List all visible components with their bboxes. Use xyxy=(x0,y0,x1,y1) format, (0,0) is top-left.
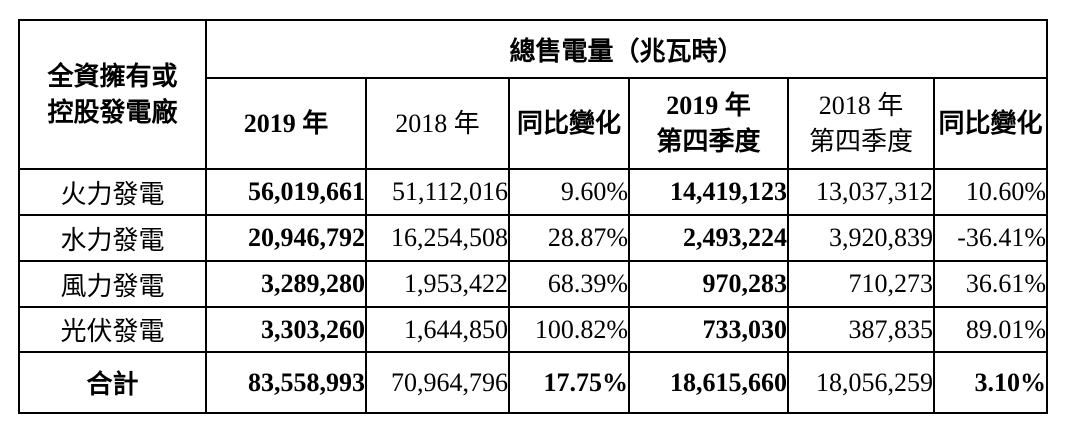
value-2018-q4: 13,037,312 xyxy=(787,168,935,216)
row-label: 火力發電 xyxy=(18,168,207,216)
corner-header: 全資擁有或 控股發電廠 xyxy=(18,19,207,170)
col-header-2018: 2018 年 xyxy=(365,77,510,170)
total-label: 合計 xyxy=(18,351,207,414)
value-2019-q4: 2,493,224 xyxy=(628,214,789,262)
value-2018: 51,112,016 xyxy=(365,168,510,216)
total-yoy: 17.75% xyxy=(508,351,630,414)
value-q4-yoy: 36.61% xyxy=(932,260,1049,308)
value-2018: 16,254,508 xyxy=(365,214,510,262)
corner-header-line2: 控股發電廠 xyxy=(47,97,178,127)
table-row-hydro: 水力發電 20,946,792 16,254,508 28.87% 2,493,… xyxy=(18,214,1049,262)
value-yoy: 68.39% xyxy=(508,260,630,308)
group-header-total-sales: 總售電量（兆瓦時） xyxy=(204,19,1049,79)
total-2019: 83,558,993 xyxy=(205,351,367,414)
table-row-solar: 光伏發電 3,303,260 1,644,850 100.82% 733,030… xyxy=(18,306,1049,353)
corner-header-line1: 全資擁有或 xyxy=(47,62,178,92)
col-header-2019-q4: 2019 年 第四季度 xyxy=(628,77,789,170)
total-2018-q4: 18,056,259 xyxy=(787,351,935,414)
value-2018: 1,953,422 xyxy=(365,260,510,308)
table-row-thermal: 火力發電 56,019,661 51,112,016 9.60% 14,419,… xyxy=(18,168,1049,216)
header-row-columns: 2019 年 2018 年 同比變化 2019 年 第四季度 2018 年 第四… xyxy=(19,77,1049,170)
value-q4-yoy: 89.01% xyxy=(932,306,1049,353)
value-2018: 1,644,850 xyxy=(365,306,510,353)
col-header-2019: 2019 年 xyxy=(205,77,367,170)
col-header-2018-q4-line2: 第四季度 xyxy=(808,126,913,156)
total-2019-q4: 18,615,660 xyxy=(628,351,789,414)
value-2019-q4: 14,419,123 xyxy=(628,168,789,216)
value-yoy: 28.87% xyxy=(508,214,630,262)
value-q4-yoy: -36.41% xyxy=(932,214,1049,262)
col-header-yoy-change: 同比變化 xyxy=(508,77,630,170)
value-2019: 56,019,661 xyxy=(205,168,367,216)
table-row-total: 合計 83,558,993 70,964,796 17.75% 18,615,6… xyxy=(18,351,1049,414)
row-label: 風力發電 xyxy=(18,260,207,308)
value-2018-q4: 3,920,839 xyxy=(787,214,935,262)
value-yoy: 9.60% xyxy=(508,168,630,216)
value-2019-q4: 970,283 xyxy=(628,260,789,308)
col-header-2019-q4-line1: 2019 年 xyxy=(666,91,751,121)
value-2019: 3,289,280 xyxy=(205,260,367,308)
total-q4-yoy: 3.10% xyxy=(932,351,1049,414)
col-header-2018-q4: 2018 年 第四季度 xyxy=(787,77,935,170)
row-label: 光伏發電 xyxy=(18,306,207,353)
col-header-q4-yoy-change: 同比變化 xyxy=(932,77,1049,170)
value-2018-q4: 387,835 xyxy=(787,306,935,353)
electricity-sales-table: 全資擁有或 控股發電廠 總售電量（兆瓦時） 2019 年 2018 年 同比變化… xyxy=(18,19,1049,414)
col-header-2018-q4-line1: 2018 年 xyxy=(818,91,904,121)
value-2019: 3,303,260 xyxy=(205,306,367,353)
value-q4-yoy: 10.60% xyxy=(932,168,1049,216)
value-2018-q4: 710,273 xyxy=(787,260,935,308)
total-2018: 70,964,796 xyxy=(365,351,510,414)
table-row-wind: 風力發電 3,289,280 1,953,422 68.39% 970,283 … xyxy=(18,260,1049,308)
value-2019: 20,946,792 xyxy=(205,214,367,262)
header-row-group: 全資擁有或 控股發電廠 總售電量（兆瓦時） xyxy=(18,19,1049,170)
value-yoy: 100.82% xyxy=(508,306,630,353)
row-label: 水力發電 xyxy=(18,214,207,262)
value-2019-q4: 733,030 xyxy=(628,306,789,353)
col-header-2019-q4-line2: 第四季度 xyxy=(656,126,761,156)
